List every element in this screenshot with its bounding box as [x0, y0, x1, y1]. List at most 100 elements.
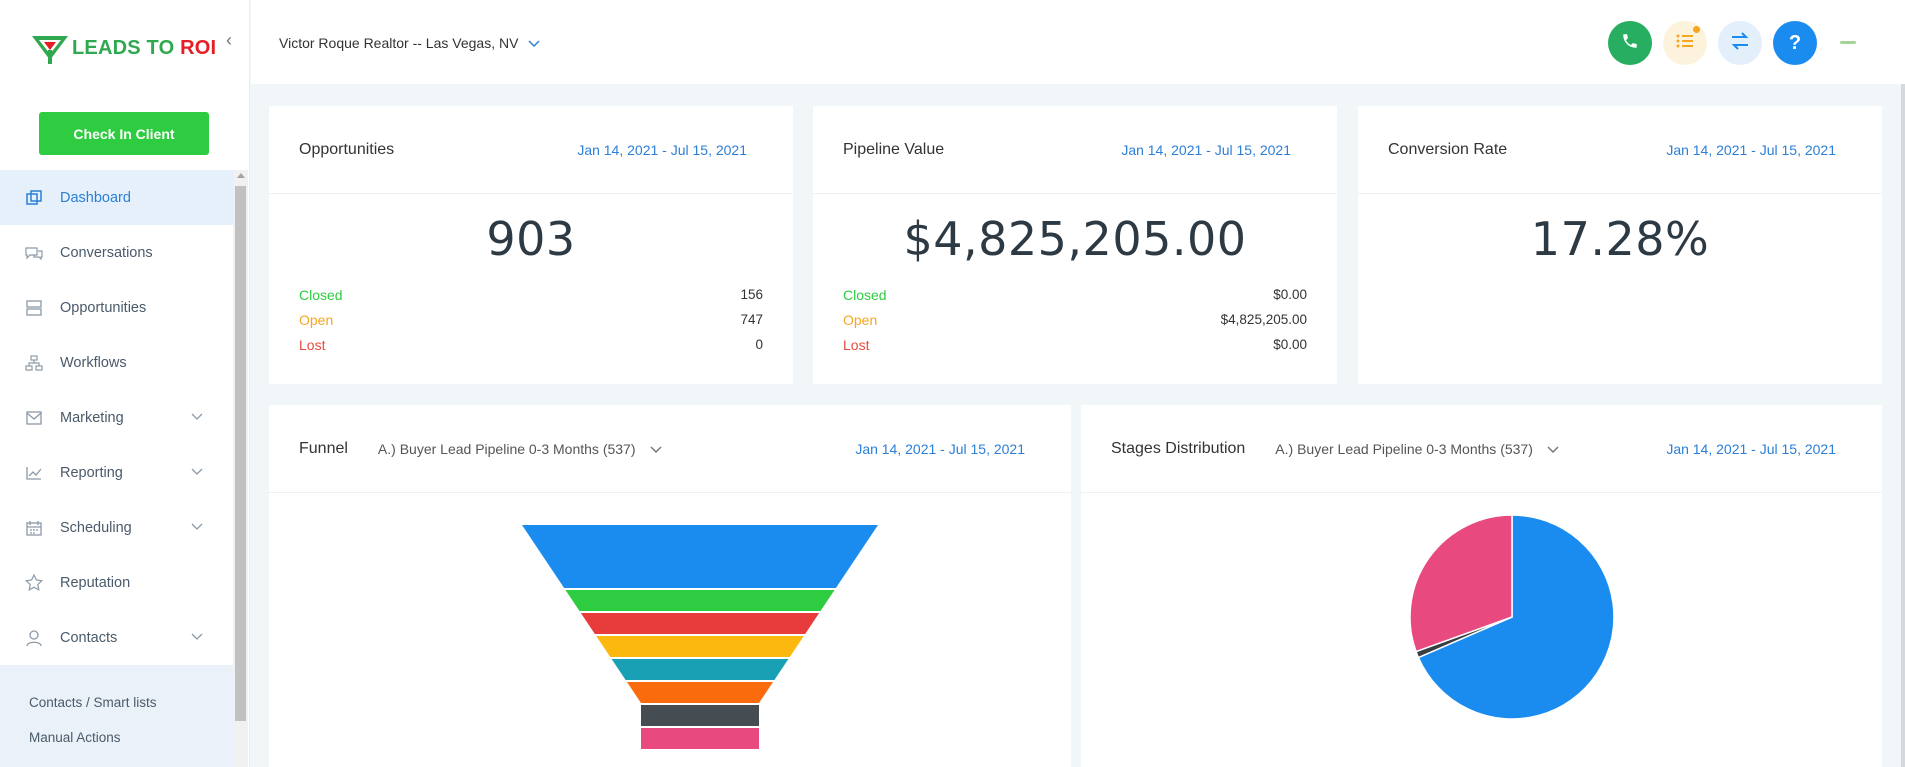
switch-icon	[1730, 31, 1750, 55]
account-name: Victor Roque Realtor -- Las Vegas, NV	[279, 35, 519, 51]
card-header: Stages Distribution A.) Buyer Lead Pipel…	[1081, 405, 1882, 493]
avatar[interactable]	[1840, 41, 1856, 44]
date-range[interactable]: Jan 14, 2021 - Jul 15, 2021	[855, 440, 1025, 457]
date-range[interactable]: Jan 14, 2021 - Jul 15, 2021	[577, 141, 747, 158]
workflow-icon	[24, 353, 44, 373]
switch-button[interactable]	[1718, 21, 1762, 65]
chevron-down-icon[interactable]	[191, 629, 203, 645]
chevron-down-icon[interactable]	[191, 464, 203, 480]
stages-pie-chart	[1409, 514, 1615, 720]
sidebar: LEADS TO ROI ‹ Check In Client Dashboard…	[0, 0, 250, 767]
sidebar-item-label: Reporting	[60, 464, 123, 481]
chat-icon	[24, 243, 44, 263]
chevron-down-icon[interactable]	[528, 35, 540, 51]
card-title: Opportunities	[299, 140, 395, 158]
funnel-stage-8[interactable]	[641, 728, 759, 749]
star-icon	[24, 573, 44, 593]
sidebar-item-dashboard[interactable]: Dashboard	[0, 170, 233, 225]
account-switcher[interactable]: Victor Roque Realtor -- Las Vegas, NV	[279, 35, 540, 51]
subnav-item-manual-actions[interactable]: Manual Actions	[29, 730, 121, 745]
card-header: Conversion Rate Jan 14, 2021 - Jul 15, 2…	[1358, 106, 1882, 194]
pipeline-select[interactable]: A.) Buyer Lead Pipeline 0-3 Months (537)	[1275, 441, 1559, 457]
tasks-icon	[1676, 33, 1694, 54]
collapse-sidebar-icon[interactable]: ‹	[226, 30, 232, 50]
card-title: Pipeline Value	[843, 140, 945, 158]
sidebar-item-label: Conversations	[60, 244, 153, 261]
date-range[interactable]: Jan 14, 2021 - Jul 15, 2021	[1666, 440, 1836, 457]
funnel-stage-4[interactable]	[596, 636, 804, 657]
chevron-down-icon[interactable]	[191, 519, 203, 535]
lost-value: $0.00	[1273, 337, 1307, 352]
scrollbar-thumb[interactable]	[235, 186, 246, 721]
chevron-down-icon[interactable]	[191, 409, 203, 425]
card-title: Funnel	[299, 439, 348, 457]
pie-slice-3[interactable]	[1409, 514, 1513, 653]
date-range[interactable]: Jan 14, 2021 - Jul 15, 2021	[1666, 141, 1836, 158]
sidebar-item-marketing[interactable]: Marketing	[0, 390, 233, 445]
sidebar-item-label: Reputation	[60, 574, 131, 591]
card-header: Funnel A.) Buyer Lead Pipeline 0-3 Month…	[269, 405, 1071, 493]
sidebar-item-conversations[interactable]: Conversations	[0, 225, 233, 280]
calendar-icon	[24, 518, 44, 538]
sidebar-item-label: Dashboard	[60, 189, 131, 206]
phone-icon	[1621, 32, 1639, 55]
pie-slice-1[interactable]	[1417, 514, 1615, 720]
funnel-card: Funnel A.) Buyer Lead Pipeline 0-3 Month…	[269, 405, 1071, 767]
sidebar-item-label: Contacts	[60, 629, 118, 646]
subnav-item-smart-lists[interactable]: Contacts / Smart lists	[29, 695, 157, 710]
stat-row-closed: Closed 156	[269, 282, 793, 307]
pipeline-select-value: A.) Buyer Lead Pipeline 0-3 Months (537)	[1275, 440, 1533, 457]
logo-text-green: LEADS TO	[72, 36, 181, 59]
contacts-subnav: Contacts / Smart lists Manual Actions	[0, 665, 233, 767]
stack-icon	[24, 298, 44, 318]
funnel-stage-6[interactable]	[626, 682, 774, 703]
page-scrollbar[interactable]	[1901, 84, 1905, 767]
funnel-stage-3[interactable]	[580, 613, 820, 634]
sidebar-item-contacts[interactable]: Contacts	[0, 610, 233, 665]
scroll-up-arrow-icon[interactable]	[237, 173, 245, 178]
sidebar-item-opportunities[interactable]: Opportunities	[0, 280, 233, 335]
funnel-stage-7[interactable]	[641, 705, 759, 726]
dashboard-icon	[24, 188, 44, 208]
lost-value: 0	[755, 337, 763, 352]
chevron-down-icon	[649, 441, 662, 457]
open-label: Open	[843, 311, 878, 328]
funnel-stage-2[interactable]	[565, 590, 835, 611]
pipeline-select-value: A.) Buyer Lead Pipeline 0-3 Months (537)	[377, 440, 636, 457]
chart-icon	[24, 463, 44, 483]
tasks-button[interactable]	[1663, 21, 1707, 65]
logo-text: LEADS TO ROI	[72, 37, 216, 60]
pipeline-select[interactable]: A.) Buyer Lead Pipeline 0-3 Months (537)	[378, 441, 662, 457]
sidebar-scrollbar[interactable]	[233, 170, 248, 767]
sidebar-item-reputation[interactable]: Reputation	[0, 555, 233, 610]
sidebar-item-reporting[interactable]: Reporting	[0, 445, 233, 500]
card-title: Stages Distribution	[1111, 439, 1246, 457]
check-in-client-button[interactable]: Check In Client	[39, 112, 209, 155]
phone-button[interactable]	[1608, 21, 1652, 65]
funnel-stage-5[interactable]	[611, 659, 789, 680]
stages-distribution-card: Stages Distribution A.) Buyer Lead Pipel…	[1081, 405, 1882, 767]
sidebar-item-scheduling[interactable]: Scheduling	[0, 500, 233, 555]
open-value: 747	[740, 312, 763, 327]
date-range[interactable]: Jan 14, 2021 - Jul 15, 2021	[1121, 141, 1291, 158]
sidebar-item-label: Opportunities	[60, 299, 147, 316]
funnel-stage-1[interactable]	[522, 525, 878, 588]
pipeline-total: $4,825,205.00	[903, 212, 1247, 266]
logo-mark-icon	[30, 30, 70, 66]
stat-row-open: Open $4,825,205.00	[813, 307, 1337, 332]
stat-row-lost: Lost 0	[269, 332, 793, 357]
closed-value: 156	[740, 287, 763, 302]
open-label: Open	[299, 311, 334, 328]
stat-row-open: Open 747	[269, 307, 793, 332]
card-header: Opportunities Jan 14, 2021 - Jul 15, 202…	[269, 106, 793, 194]
closed-label: Closed	[299, 286, 343, 303]
sidebar-item-label: Marketing	[60, 409, 124, 426]
funnel-chart	[522, 525, 878, 749]
sidebar-item-workflows[interactable]: Workflows	[0, 335, 233, 390]
sidebar-item-label: Workflows	[60, 354, 127, 371]
help-button[interactable]: ?	[1773, 21, 1817, 65]
lost-label: Lost	[843, 336, 870, 353]
logo[interactable]: LEADS TO ROI	[30, 30, 216, 66]
opportunities-card: Opportunities Jan 14, 2021 - Jul 15, 202…	[269, 106, 793, 384]
help-icon: ?	[1788, 31, 1802, 54]
